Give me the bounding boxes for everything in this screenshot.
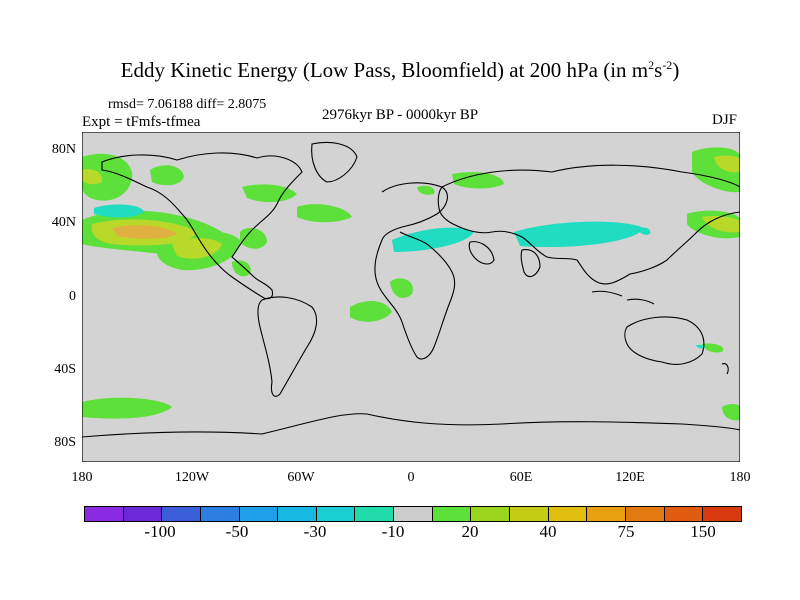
colorbar-swatch (510, 507, 549, 521)
lat-label-0: 0 (69, 289, 76, 304)
lon-label-180w: 180 (71, 470, 93, 485)
colorbar (84, 506, 742, 522)
season-label: DJF (712, 112, 738, 128)
anomaly-contours (82, 147, 740, 421)
colorbar-label: 20 (461, 522, 479, 541)
lat-label-80n: 80N (51, 142, 76, 157)
lat-label-80s: 80S (54, 435, 76, 450)
colorbar-swatch (123, 507, 163, 521)
world-map (82, 132, 740, 462)
lon-label-0: 0 (407, 470, 415, 485)
colorbar-swatch (394, 507, 433, 521)
colorbar-swatch (471, 507, 511, 521)
lat-label-40s: 40S (54, 362, 76, 377)
colorbar-swatch (278, 507, 317, 521)
lon-label-120w: 120W (174, 470, 210, 485)
colorbar-label: -10 (381, 522, 405, 541)
colorbar-swatch (703, 507, 741, 521)
map-background (82, 132, 740, 462)
experiment-label: Expt = tFmfs-tfmea (82, 114, 201, 130)
colorbar-swatch (239, 507, 279, 521)
colorbar-swatch (664, 507, 704, 521)
colorbar-label: 75 (617, 522, 635, 541)
colorbar-swatch (85, 507, 124, 521)
coastlines (82, 141, 740, 438)
strong-anomaly-cores (82, 155, 740, 259)
colorbar-label: -50 (225, 522, 249, 541)
colorbar-label: 40 (539, 522, 557, 541)
colorbar-swatch (432, 507, 472, 521)
lon-label-60e: 60E (509, 470, 533, 485)
lon-label-60w: 60W (287, 470, 315, 485)
colorbar-swatch (625, 507, 665, 521)
lon-label-180e: 180 (729, 470, 751, 485)
colorbar-swatch (548, 507, 588, 521)
stats-text: rmsd= 7.06188 diff= 2.8075 (108, 97, 267, 112)
colorbar-swatch (162, 507, 201, 521)
lon-label-120e: 120E (615, 470, 645, 485)
colorbar-swatch (355, 507, 395, 521)
period-label: 2976kyr BP - 0000kyr BP (322, 107, 479, 123)
colorbar-label: 150 (690, 522, 716, 541)
negative-anomaly-regions (94, 204, 705, 349)
colorbar-swatch (200, 507, 240, 521)
colorbar-swatch (587, 507, 626, 521)
colorbar-swatch (316, 507, 356, 521)
colorbar-label: -30 (303, 522, 327, 541)
lat-label-40n: 40N (51, 215, 76, 230)
chart-title: Eddy Kinetic Energy (Low Pass, Bloomfiel… (120, 58, 680, 82)
colorbar-label: -100 (144, 522, 176, 541)
